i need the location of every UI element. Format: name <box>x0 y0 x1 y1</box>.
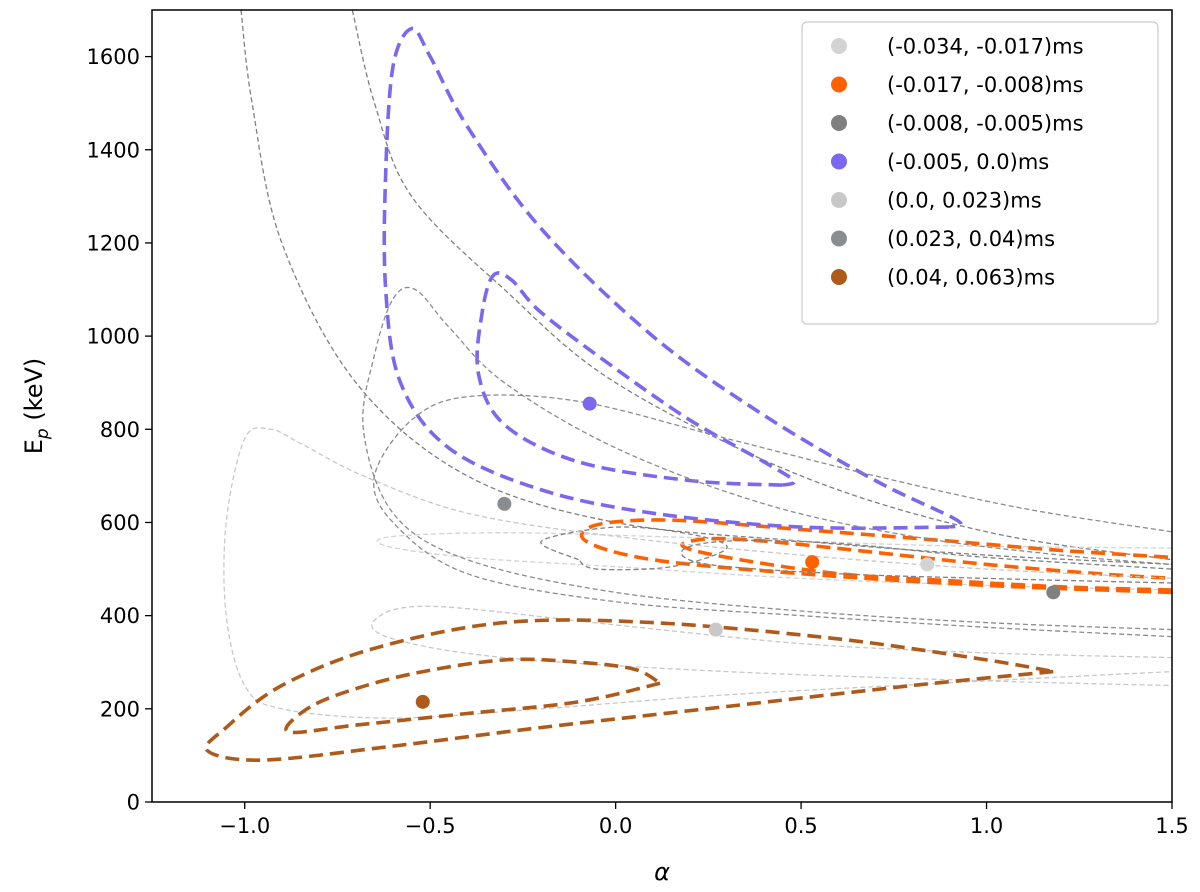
contour-series-4-1 <box>475 271 796 487</box>
y-tick-label: 200 <box>100 697 140 721</box>
contour-series-6-2 <box>373 394 1172 638</box>
x-tick-label: 0.5 <box>784 814 817 838</box>
y-tick-label: 0 <box>127 791 140 815</box>
legend-label-5: (0.0, 0.023)ms <box>887 189 1042 213</box>
contour-series-2-2 <box>579 518 1172 595</box>
legend-marker-4 <box>831 153 847 170</box>
data-point-series-7 <box>415 694 430 709</box>
y-tick-label: 1600 <box>87 45 140 69</box>
contour-series-5-1 <box>371 605 1172 687</box>
legend-label-6: (0.023, 0.04)ms <box>887 227 1055 251</box>
x-tick-label: −1.0 <box>219 814 270 838</box>
x-tick-label: 1.5 <box>1155 814 1188 838</box>
contour-series-2-1 <box>680 536 1172 592</box>
contour-series-7-1 <box>284 657 662 735</box>
y-tick-label: 1200 <box>87 231 140 255</box>
contour-series-6-1 <box>362 286 1172 631</box>
legend-label-4: (-0.005, 0.0)ms <box>887 150 1049 174</box>
extra-contour-line-2 <box>351 10 1172 561</box>
legend-marker-3 <box>831 115 847 131</box>
legend: (-0.034, -0.017)ms (-0.017, -0.008)ms (-0.… <box>801 21 1159 325</box>
x-tick-label: 0.0 <box>599 814 632 838</box>
x-axis-label: α <box>654 858 670 886</box>
x-tick-label: 1.0 <box>970 814 1003 838</box>
plot-frame <box>151 9 1173 803</box>
legend-marker-5 <box>831 192 847 208</box>
legend-label-3: (-0.008, -0.005)ms <box>887 112 1084 136</box>
y-tick-label: 1400 <box>87 138 140 162</box>
y-tick-label: 1000 <box>87 325 140 349</box>
contour-series-5-2 <box>223 427 1172 719</box>
data-point-series-1 <box>920 557 935 572</box>
data-point-series-4 <box>582 396 597 411</box>
contour-series-3-2 <box>540 526 728 571</box>
data-point-series-5 <box>708 622 723 637</box>
data-point-series-6 <box>497 496 512 511</box>
data-point-series-2 <box>805 555 820 570</box>
contour-series-3-1 <box>680 539 1172 584</box>
y-axis-label: Ep (keV) <box>20 358 53 455</box>
legend-frame <box>801 21 1159 325</box>
y-tick-label: 600 <box>100 511 140 535</box>
data-point-series-3 <box>1046 585 1061 600</box>
y-tick-label: 800 <box>100 418 140 442</box>
legend-marker-1 <box>831 38 847 54</box>
contour-series-1-1 <box>376 532 1172 591</box>
extra-contour-line-1 <box>240 10 1172 566</box>
legend-label-2: (-0.017, -0.008)ms <box>887 73 1084 97</box>
legend-marker-7 <box>831 269 847 285</box>
x-tick-label: −0.5 <box>405 814 456 838</box>
legend-label-7: (0.04, 0.063)ms <box>887 266 1055 290</box>
contour-series-7-2 <box>204 618 1054 762</box>
legend-marker-2 <box>831 76 847 93</box>
legend-marker-6 <box>831 230 847 247</box>
y-tick-label: 400 <box>100 604 140 628</box>
legend-label-1: (-0.034, -0.017)ms <box>887 35 1084 59</box>
